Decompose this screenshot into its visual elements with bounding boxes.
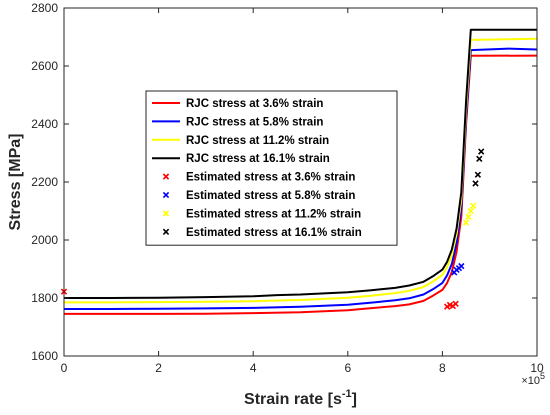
scatter-point [469,202,477,209]
legend-label: Estimated stress at 3.6% strain [186,172,355,184]
x-axis-label: Strain rate [s-1] [244,388,357,408]
legend-item: RJC stress at 3.6% strain [152,98,323,110]
legend-box [145,90,398,246]
scatter-point [458,262,465,270]
legend-item: RJC stress at 11.2% strain [152,135,329,147]
y-tick-label: 2400 [31,117,58,131]
x-axis-ticks: 0 2 4 6 8 10 [61,8,544,375]
legend-swatch-marker [162,191,170,199]
legend-label: Estimated stress at 5.8% strain [186,190,355,202]
x-axis-multiplier: ×105 [521,371,545,387]
x-tick-label: 10 [530,361,544,375]
x-tick-label: 0 [61,361,68,375]
scatter-point [452,300,459,307]
legend-item: RJC stress at 16.1% strain [152,153,330,165]
legend-item: Estimated stress at 3.6% strain [162,172,355,184]
plot-lines [64,28,538,315]
y-tick-label: 2000 [31,233,58,247]
scatter-point [476,155,483,162]
scatter-point [478,148,485,155]
y-tick-label: 2800 [31,1,58,15]
legend-swatch-marker [162,210,170,217]
legend-label: RJC stress at 11.2% strain [186,135,329,147]
legend: RJC stress at 3.6% strain RJC stress at 5… [145,90,398,246]
scatter-point [472,180,479,187]
legend-item: RJC stress at 5.8% strain [152,116,323,128]
legend-label: Estimated stress at 11.2% strain [186,208,361,220]
series-line-3 [64,28,537,299]
y-axis-ticks: 1600 1800 2000 2200 2400 2600 2800 [31,1,537,363]
legend-item: Estimated stress at 11.2% strain [162,208,361,220]
legend-swatch-marker [162,228,170,235]
scatter-point [462,219,470,226]
x-tick-label: 2 [155,361,162,375]
x-tick-label: 8 [439,361,446,375]
x-axis-label-superscript: -1 [342,388,352,400]
scatter-point [474,171,482,178]
scatter-point [467,207,474,215]
legend-label: RJC stress at 5.8% strain [186,116,323,128]
legend-label: RJC stress at 16.1% strain [186,153,330,165]
legend-item: Estimated stress at 16.1% strain [162,227,362,239]
x-tick-label: 4 [250,361,257,375]
legend-label: RJC stress at 3.6% strain [186,98,323,110]
series-line-0 [64,54,538,315]
scatter-point [465,213,472,220]
legend-item: Estimated stress at 5.8% strain [162,190,355,202]
y-tick-label: 2600 [31,59,58,73]
plot-markers [60,148,485,310]
y-tick-label: 1600 [31,349,58,363]
y-axis-label: Stress [MPa] [7,134,24,231]
y-tick-label: 1800 [31,291,58,305]
legend-swatch-marker [162,173,170,180]
legend-label: Estimated stress at 16.1% strain [186,227,362,239]
x-tick-label: 6 [344,361,351,375]
y-tick-label: 2200 [31,175,58,189]
